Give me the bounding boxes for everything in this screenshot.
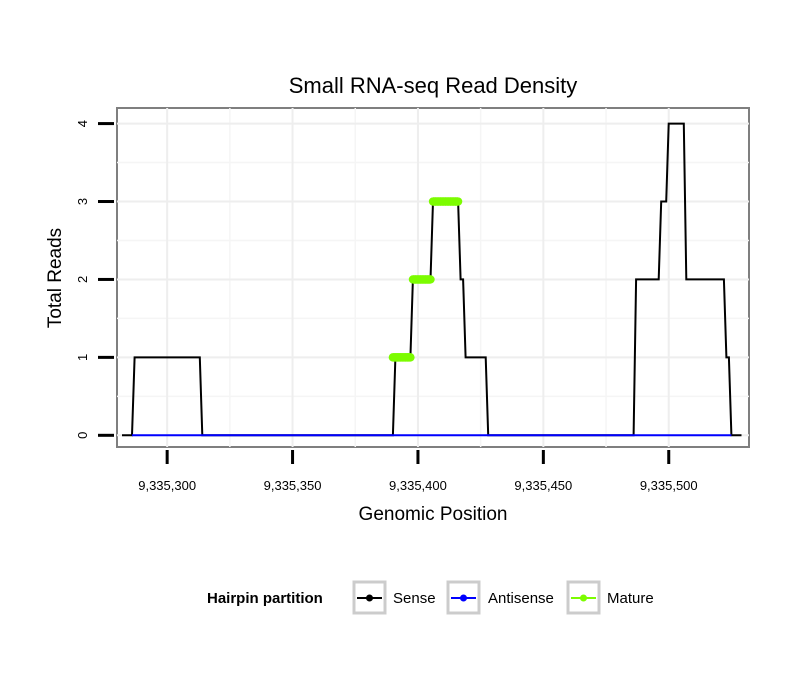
legend-label-mature: Mature — [607, 590, 654, 607]
x-axis: 9,335,300 9,335,350 9,335,400 9,335,450 9,33… — [138, 450, 698, 493]
y-tick-label: 0 — [75, 432, 90, 439]
y-tick-label: 2 — [75, 276, 90, 283]
x-tick-label: 9,335,400 — [389, 478, 447, 493]
x-axis-label: Genomic Position — [359, 504, 508, 525]
series-layer — [122, 122, 742, 437]
x-tick-label: 9,335,500 — [640, 478, 698, 493]
x-tick-label: 9,335,350 — [264, 478, 322, 493]
chart-title: Small RNA-seq Read Density — [289, 73, 578, 98]
point-mature — [453, 197, 463, 206]
y-tick-label: 3 — [75, 198, 90, 205]
legend-title: Hairpin partition — [207, 590, 323, 607]
y-axis: 0 1 2 3 4 — [75, 120, 114, 439]
legend-point-antisense — [460, 594, 467, 602]
point-mature — [426, 275, 435, 284]
y-axis-label: Total Reads — [45, 228, 66, 328]
legend-label-sense: Sense — [393, 590, 436, 607]
legend-point-mature — [580, 594, 587, 602]
legend-label-antisense: Antisense — [488, 590, 554, 607]
x-tick-label: 9,335,450 — [514, 478, 572, 493]
point-mature — [406, 353, 415, 362]
legend: Hairpin partition Sense Antisense Mature — [207, 580, 654, 615]
legend-point-sense — [366, 594, 373, 602]
x-tick-label: 9,335,300 — [138, 478, 196, 493]
y-tick-label: 4 — [75, 120, 90, 127]
y-tick-label: 1 — [75, 354, 90, 361]
grid-minor — [117, 108, 749, 447]
